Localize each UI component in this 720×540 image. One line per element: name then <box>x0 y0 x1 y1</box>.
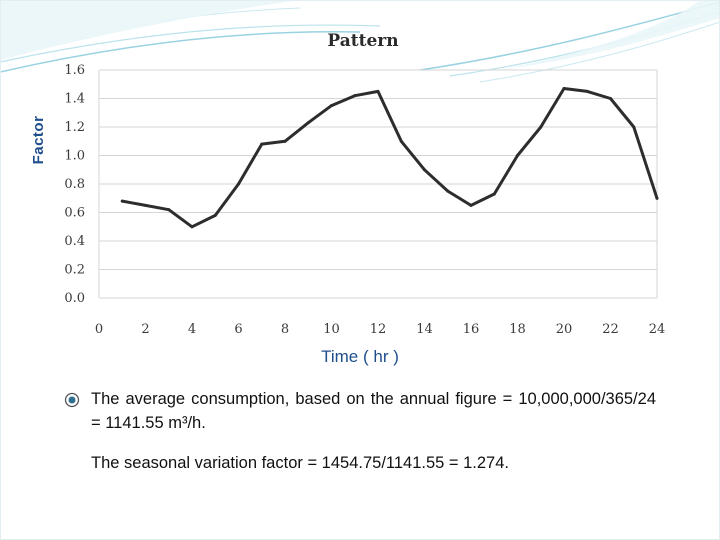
x-tick-label: 10 <box>323 322 340 337</box>
data-point <box>492 192 496 196</box>
data-point <box>283 139 287 143</box>
data-point <box>655 196 659 200</box>
data-point <box>562 87 566 91</box>
y-tick-label: 1.2 <box>64 120 85 135</box>
data-point <box>516 154 519 157</box>
x-tick-label: 4 <box>188 322 196 337</box>
y-tick-label: 0.6 <box>64 206 85 221</box>
data-point <box>423 168 426 172</box>
x-tick-label: 22 <box>602 322 619 337</box>
tick-labels: 0.00.20.40.60.81.01.21.41.60 2 4 6 8 10 12 14 16… <box>64 63 665 337</box>
y-tick-label: 0.0 <box>64 291 85 306</box>
data-point <box>306 121 310 125</box>
data-point <box>446 189 450 193</box>
y-tick-label: 0.2 <box>64 263 85 278</box>
series-line <box>120 87 659 229</box>
seasonal-factor-text: The seasonal variation factor = 1454.75/… <box>91 454 509 472</box>
data-point <box>260 142 264 146</box>
series-layer <box>120 87 659 229</box>
data-point <box>585 89 589 93</box>
data-point <box>167 208 171 212</box>
x-tick-label: 14 <box>416 322 433 337</box>
x-tick-label: 0 <box>95 322 103 337</box>
x-tick-label: 18 <box>509 322 526 337</box>
data-point <box>330 104 333 108</box>
data-point <box>213 213 217 217</box>
x-tick-label: 2 <box>141 322 149 337</box>
data-point <box>237 182 240 186</box>
bullet-text: The average consumption, based on the an… <box>91 390 656 432</box>
y-tick-label: 1.0 <box>64 149 85 164</box>
line-chart: 0.00.20.40.60.81.01.21.41.60 2 4 6 8 10 12 14 16… <box>64 31 665 337</box>
x-tick-label: 6 <box>234 322 242 337</box>
data-point <box>399 139 403 143</box>
data-point <box>609 97 612 100</box>
bullet-icon <box>64 392 80 408</box>
x-tick-label: 16 <box>463 322 480 337</box>
data-point <box>469 203 473 207</box>
x-axis-label: Time ( hr ) <box>321 347 399 366</box>
y-tick-label: 1.6 <box>64 63 85 78</box>
data-point <box>190 225 194 229</box>
y-tick-label: 1.4 <box>64 92 85 107</box>
data-point <box>539 125 543 129</box>
x-tick-label: 8 <box>281 322 289 337</box>
chart-title: Pattern <box>327 31 398 51</box>
data-point <box>120 199 124 203</box>
data-point <box>632 125 636 129</box>
x-tick-label: 24 <box>649 322 666 337</box>
data-point <box>353 94 357 98</box>
x-tick-label: 12 <box>370 322 387 337</box>
data-point <box>144 203 147 207</box>
y-tick-label: 0.4 <box>64 234 85 249</box>
x-tick-label: 20 <box>556 322 573 337</box>
y-tick-label: 0.8 <box>64 177 85 192</box>
y-axis-label: Factor <box>30 115 47 165</box>
grid-lines <box>98 69 658 299</box>
data-point <box>376 89 380 93</box>
